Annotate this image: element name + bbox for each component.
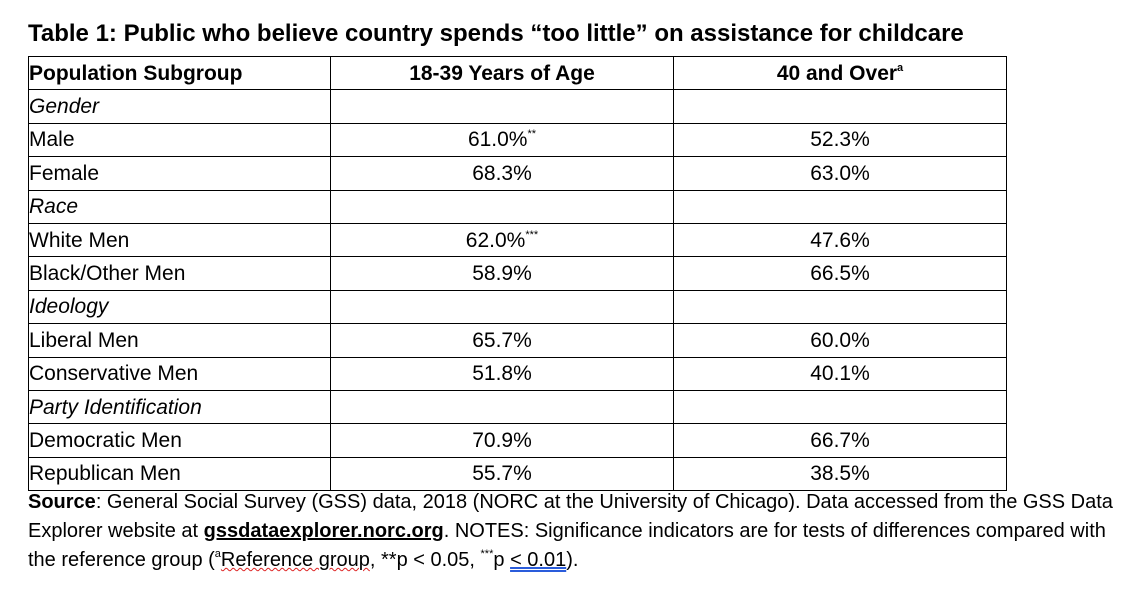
subgroup-label: Black/Other Men: [28, 256, 331, 291]
value-18-39-text: 61.0%: [467, 128, 528, 152]
table-row: Black/Other Men 58.9% 66.5%: [28, 256, 1007, 291]
subgroup-label: Conservative Men: [28, 356, 331, 391]
value-18-39: 58.9%: [330, 256, 674, 291]
sig3-value: < 0.01: [510, 549, 567, 571]
value-18-39-text: 55.7%: [472, 462, 532, 486]
header-population-subgroup: Population Subgroup: [28, 55, 331, 91]
table-row: Ideology: [28, 289, 1007, 325]
table-body: Gender Male 61.0%** 52.3% Female 68.3% 63.0% Ra…: [28, 89, 1007, 492]
table-row: Female 68.3% 63.0%: [28, 156, 1007, 191]
table-row: White Men 62.0%*** 47.6%: [28, 222, 1007, 258]
source-label: Source: [28, 491, 96, 513]
value-18-39: 62.0%***: [330, 222, 674, 258]
sig3-sup: ***: [480, 548, 494, 560]
value-40-over: [673, 389, 1007, 425]
value-40-over: 66.7%: [673, 423, 1007, 458]
notes-end: ).: [566, 549, 579, 571]
header-18-39: 18-39 Years of Age: [330, 55, 674, 91]
value-40-over: [673, 289, 1007, 325]
table-row: Male 61.0%** 52.3%: [28, 122, 1007, 158]
group-label: Gender: [28, 89, 331, 124]
header-40-over-label: 40 and Over: [776, 61, 898, 85]
value-18-39: [330, 389, 674, 425]
table-row: Conservative Men 51.8% 40.1%: [28, 356, 1007, 391]
value-40-over: 52.3%: [673, 122, 1007, 158]
group-label: Party Identification: [28, 389, 331, 425]
table-row: Democratic Men 70.9% 66.7%: [28, 423, 1007, 458]
header-ref-marker: a: [897, 61, 904, 74]
value-18-39-text: 68.3%: [472, 161, 532, 185]
table-row: Gender: [28, 89, 1007, 124]
subgroup-label: White Men: [28, 222, 331, 258]
header-40-over: 40 and Overa: [673, 55, 1007, 91]
source-text: : General Social Survey (GSS) data, 2018…: [28, 491, 1113, 542]
subgroup-label: Male: [28, 122, 331, 158]
significance-marker: **: [527, 128, 537, 141]
header-row: Population Subgroup 18-39 Years of Age 4…: [28, 55, 1007, 91]
data-table: Population Subgroup 18-39 Years of Age 4…: [28, 55, 1007, 492]
notes-text: . NOTES: Significance indicators are for…: [28, 520, 1106, 571]
value-18-39: 70.9%: [330, 423, 674, 458]
subgroup-label: Democratic Men: [28, 423, 331, 458]
table-row: Liberal Men 65.7% 60.0%: [28, 323, 1007, 358]
value-40-over: 40.1%: [673, 356, 1007, 391]
sig3-p: p: [493, 549, 511, 571]
table-row: Republican Men 55.7% 38.5%: [28, 456, 1007, 492]
ref-sup: a: [214, 548, 221, 560]
value-40-over: [673, 89, 1007, 124]
value-40-over: 47.6%: [673, 222, 1007, 258]
value-18-39-text: 62.0%: [465, 228, 526, 252]
value-40-over: 63.0%: [673, 156, 1007, 191]
sig2-text: , **p < 0.05,: [369, 549, 481, 571]
value-40-over: 38.5%: [673, 456, 1007, 492]
value-18-39: [330, 289, 674, 325]
value-18-39: 65.7%: [330, 323, 674, 358]
group-label: Ideology: [28, 289, 331, 325]
value-18-39: 61.0%**: [330, 122, 674, 158]
value-18-39-text: 51.8%: [472, 362, 532, 386]
subgroup-label: Liberal Men: [28, 323, 331, 358]
value-18-39-text: 70.9%: [472, 428, 532, 452]
reference-group-text: Reference group: [220, 549, 370, 571]
value-40-over: 60.0%: [673, 323, 1007, 358]
value-18-39: [330, 189, 674, 224]
table-row: Party Identification: [28, 389, 1007, 425]
subgroup-label: Female: [28, 156, 331, 191]
value-18-39-text: 65.7%: [472, 328, 532, 352]
subgroup-label: Republican Men: [28, 456, 331, 492]
group-label: Race: [28, 189, 331, 224]
value-40-over: 66.5%: [673, 256, 1007, 291]
gss-link[interactable]: gssdataexplorer.norc.org: [203, 520, 444, 542]
value-18-39: [330, 89, 674, 124]
value-18-39: 55.7%: [330, 456, 674, 492]
source-notes: Source: General Social Survey (GSS) data…: [28, 488, 1118, 575]
value-18-39: 68.3%: [330, 156, 674, 191]
table-row: Race: [28, 189, 1007, 224]
table-title: Table 1: Public who believe country spen…: [28, 20, 964, 47]
value-18-39: 51.8%: [330, 356, 674, 391]
significance-marker: ***: [525, 228, 539, 241]
value-40-over: [673, 189, 1007, 224]
value-18-39-text: 58.9%: [472, 262, 532, 286]
